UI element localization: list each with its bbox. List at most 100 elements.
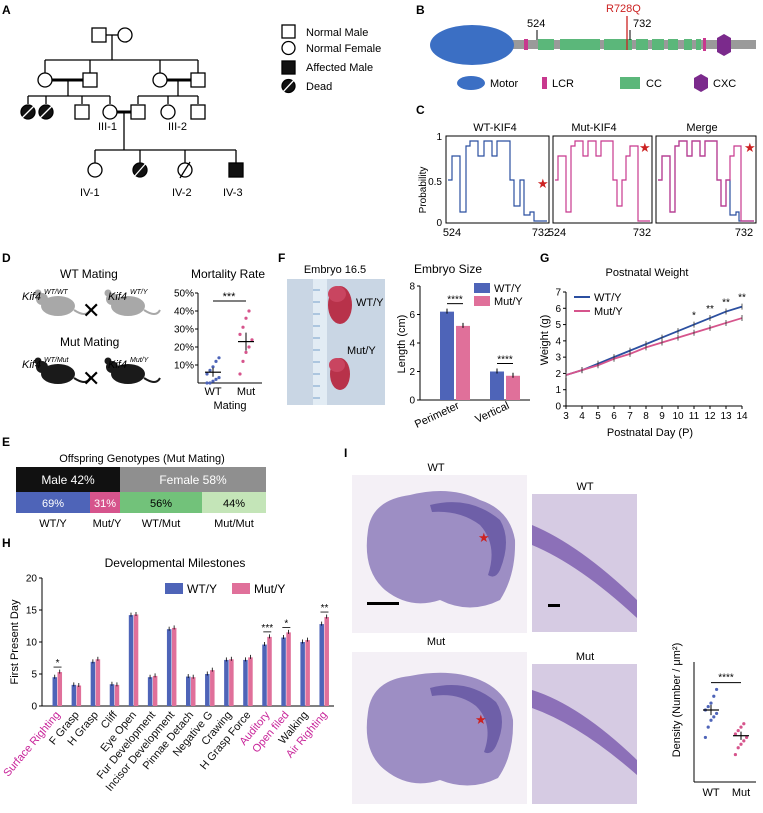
d-mut-mating: Mut Mating (60, 335, 119, 349)
d-point (211, 379, 215, 383)
mouse-icon (104, 357, 161, 384)
h-significance: * (56, 658, 60, 669)
i-point (736, 746, 740, 750)
d-ytick: 20% (174, 343, 194, 354)
h-bar (305, 640, 310, 706)
density-chart: WT Mut **** (693, 662, 756, 799)
h-significance: * (284, 618, 288, 629)
h-bar (205, 674, 210, 706)
i-point (733, 732, 738, 736)
h-bar (281, 637, 286, 706)
h-bar (147, 677, 153, 706)
legend-affected-male-symbol (281, 60, 296, 75)
h-legend-label: WT/Y (187, 582, 217, 596)
f-ytick: 0 (409, 396, 415, 407)
label-iii-1: III-1 (98, 121, 117, 133)
d-point (238, 372, 242, 376)
h-ytick: 5 (31, 670, 37, 681)
h-ytick: 15 (26, 606, 38, 617)
d-point (217, 356, 221, 360)
h-bar (90, 661, 96, 706)
d-gene: Kif4 (22, 291, 41, 303)
e-seg-label: Mut/Y (93, 518, 122, 530)
motor-domain (430, 25, 514, 65)
h-bar (300, 642, 305, 706)
mutation-label: R728Q (606, 3, 641, 15)
cc-domain (636, 39, 648, 50)
e-female-label: Female 58% (159, 473, 227, 487)
f-legend-swatch (474, 296, 490, 306)
i-point (703, 735, 708, 740)
i-point (709, 701, 713, 705)
c-trace-mut (555, 140, 650, 222)
g-xtick: 10 (672, 411, 684, 422)
i-point (739, 725, 743, 729)
i-point (706, 704, 710, 709)
h-chart-title: Developmental Milestones (105, 556, 246, 570)
c-ylabel: Probability (418, 167, 429, 214)
cc-domain (684, 39, 692, 50)
panel-f: F Embryo 16.5 WT/Y Mut/Y Embryo Size Len… (278, 251, 530, 431)
h-bar (229, 659, 234, 706)
e-pct: 31% (94, 498, 116, 510)
g-ytick: 1 (555, 385, 561, 396)
mouse-icon (34, 289, 91, 316)
d-point (238, 332, 242, 336)
h-bar (243, 659, 248, 706)
g-legend-label: Mut/Y (594, 306, 623, 318)
c-frame-mut (552, 135, 653, 224)
h-bar (324, 617, 329, 706)
f-photo-label: Mut/Y (347, 345, 376, 357)
d-point (214, 359, 218, 363)
mouse-icon (104, 289, 161, 316)
g-ytick: 5 (555, 320, 561, 331)
d-gene: Kif4 (108, 291, 127, 303)
pos-732: 732 (633, 18, 651, 30)
g-xtick: 6 (611, 411, 617, 422)
c-star-merge: ★ (744, 140, 756, 155)
panel-i: I WT WT Mut Mut ★ ★ Density (Number / μm… (344, 446, 756, 804)
panel-h: H Developmental Milestones First Present… (1, 536, 334, 794)
d-point (205, 372, 209, 376)
d-ytick: 10% (174, 361, 194, 372)
g-significance: ** (706, 304, 714, 315)
i-point (736, 728, 740, 733)
h-bar (133, 614, 139, 706)
g-xtick: 8 (643, 411, 649, 422)
i-point (715, 687, 719, 692)
mortality-chart: 10% 20% 30% 40% 50% WT Mut *** Mating (174, 289, 262, 412)
c-trace-wt (448, 140, 547, 222)
g-significance: ** (738, 293, 746, 304)
legend-cc: CC (646, 78, 662, 90)
f-ytick: 6 (409, 310, 415, 321)
g-series-line (565, 317, 743, 376)
i-label-mut: Mut (427, 636, 445, 648)
h-bar (171, 627, 177, 706)
g-xtick: 7 (627, 411, 633, 422)
legend-normal-female: Normal Female (306, 43, 381, 55)
h-bar (286, 632, 291, 706)
d-ytick: 40% (174, 307, 194, 318)
d-wt-mating: WT Mating (60, 267, 118, 281)
pedigree-iii-1 (102, 104, 118, 120)
i-label-wt-zoom: WT (576, 481, 593, 493)
h-bar (57, 672, 63, 706)
g-ylabel: Weight (g) (539, 315, 551, 366)
legend-cxc: CXC (713, 78, 736, 90)
h-bar (267, 636, 272, 706)
i-point (739, 742, 743, 746)
legend-normal-male: Normal Male (306, 27, 368, 39)
c-xtick: 732 (532, 227, 550, 239)
f-bar (490, 371, 504, 400)
h-legend-swatch (232, 583, 250, 594)
i-point (742, 739, 746, 743)
g-legend-label: WT/Y (594, 292, 622, 304)
f-ylabel: Length (cm) (396, 315, 408, 374)
h-significance: ** (321, 603, 329, 614)
panel-b: B 524 732 R728Q Motor LCR CC CXC (416, 3, 756, 92)
cross-icon: ✕ (82, 298, 100, 323)
h-bar (248, 657, 253, 706)
legend-dead: Dead (306, 81, 332, 93)
f-ytick: 8 (409, 282, 415, 293)
